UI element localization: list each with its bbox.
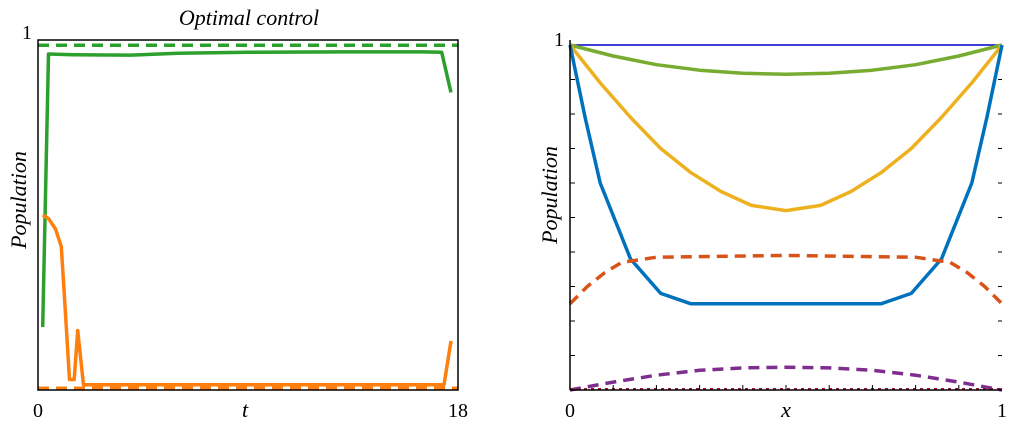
chart0-series-0-line bbox=[40, 50, 453, 328]
chart1-x-tick-label: 0 bbox=[565, 400, 575, 422]
chart1-series-4-line bbox=[568, 253, 1004, 306]
chart1-series-2-line bbox=[568, 43, 1004, 213]
chart1-x-tick-label: 1 bbox=[997, 400, 1007, 422]
chart1-y-tick-label: 1 bbox=[554, 29, 564, 51]
left-chart-plot-frame bbox=[37, 39, 459, 391]
left-chart: Optimal control 0 18 1 t Population bbox=[6, 5, 468, 422]
chart0-x-tick-label: 0 bbox=[33, 400, 43, 422]
left-chart-title: Optimal control bbox=[179, 5, 319, 30]
right-chart-y-axis-label: Population bbox=[537, 146, 562, 245]
chart1-series-1-line bbox=[569, 43, 1003, 77]
chart0-series-1-line bbox=[41, 213, 453, 387]
right-chart: 0 1 1 x Population bbox=[537, 29, 1007, 422]
left-chart-y-axis-label: Population bbox=[6, 151, 31, 250]
left-chart-ticks: 0 18 1 bbox=[22, 22, 468, 422]
chart1-series-3-line bbox=[568, 44, 1004, 306]
right-chart-series bbox=[568, 43, 1004, 392]
chart0-y-tick-label: 1 bbox=[22, 22, 32, 44]
chart1-series-5-line bbox=[569, 365, 1003, 392]
left-chart-x-axis-label: t bbox=[242, 397, 249, 422]
right-chart-ticks: 0 1 1 bbox=[554, 29, 1007, 422]
right-chart-x-axis-label: x bbox=[780, 397, 791, 422]
left-chart-series bbox=[38, 43, 458, 391]
chart0-x-tick-label: 18 bbox=[448, 400, 468, 422]
